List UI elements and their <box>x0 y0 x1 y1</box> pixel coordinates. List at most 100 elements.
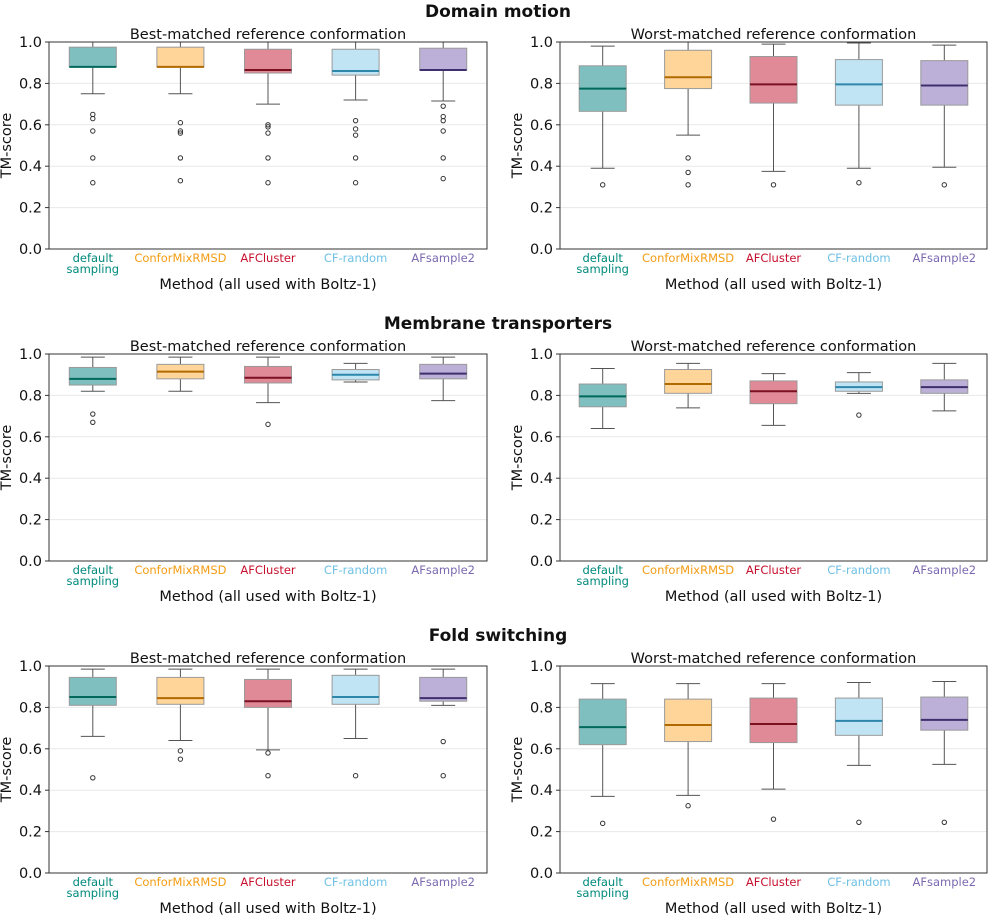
box-1 <box>664 362 713 409</box>
plot-frame <box>559 41 988 250</box>
x-tick-label: CF-random <box>324 875 387 889</box>
outlier-point <box>685 182 691 188</box>
row-title: Fold switching <box>429 626 568 646</box>
box-4 <box>920 362 969 412</box>
y-tick-label: 0.8 <box>19 388 42 404</box>
box-1 <box>156 668 205 762</box>
box-2 <box>244 356 292 428</box>
y-tick-label: 1.0 <box>19 347 42 363</box>
box-0 <box>578 367 627 430</box>
outlier-point <box>265 421 271 428</box>
y-tick-label: 0.4 <box>530 471 553 487</box>
x-tick-label: AFCluster <box>746 563 802 577</box>
x-tick-label: AFCluster <box>240 563 296 577</box>
box-body <box>419 47 468 71</box>
box-0 <box>578 45 627 188</box>
box-body <box>749 697 798 744</box>
outlier-point <box>265 124 271 130</box>
box-body <box>156 676 205 705</box>
row-title: Membrane transporters <box>384 314 612 334</box>
box-body <box>419 676 468 702</box>
outlier-point <box>856 819 862 825</box>
y-tick-label: 0.2 <box>530 513 553 529</box>
x-tick-label: AFsample2 <box>411 875 475 889</box>
x-tick-label: sampling <box>576 262 629 276</box>
y-tick-label: 0.0 <box>19 242 42 258</box>
box-body <box>244 678 292 708</box>
x-tick-label: CF-random <box>827 563 890 577</box>
box-2 <box>749 683 798 822</box>
outlier-point <box>440 128 446 134</box>
plot-frame <box>48 665 488 874</box>
outlier-point <box>265 180 271 186</box>
y-tick-label: 0.8 <box>530 700 553 716</box>
box-body <box>68 366 117 386</box>
panel-title: Best-matched reference conformation <box>130 339 406 355</box>
box-0 <box>68 41 117 186</box>
y-tick-label: 0.6 <box>530 118 553 134</box>
row-title: Domain motion <box>425 2 571 22</box>
panel-title: Worst-matched reference conformation <box>631 27 917 43</box>
y-tick-label: 0.0 <box>19 866 42 882</box>
box-3 <box>834 42 883 186</box>
y-tick-label: 0.4 <box>530 783 553 799</box>
y-tick-label: 0.4 <box>19 159 42 175</box>
y-tick-label: 0.4 <box>19 471 42 487</box>
y-tick-label: 0.0 <box>19 554 42 570</box>
y-axis-label: TM-score <box>0 113 15 180</box>
y-tick-label: 0.8 <box>19 700 42 716</box>
x-tick-label: AFsample2 <box>411 563 475 577</box>
y-tick-label: 1.0 <box>19 659 42 675</box>
x-axis-label: Method (all used with Boltz-1) <box>159 277 376 293</box>
box-2 <box>244 41 292 186</box>
box-body <box>244 48 292 74</box>
plot-frame <box>559 353 988 562</box>
y-tick-label: 0.6 <box>19 118 42 134</box>
outlier-point <box>440 175 446 182</box>
panel-title: Best-matched reference conformation <box>130 651 406 667</box>
x-axis-label: Method (all used with Boltz-1) <box>665 901 882 917</box>
x-tick-label: AFsample2 <box>912 875 976 889</box>
box-1 <box>156 356 205 392</box>
box-3 <box>834 372 883 418</box>
x-tick-label: CF-random <box>827 251 890 265</box>
y-axis-label: TM-score <box>510 737 526 804</box>
outlier-point <box>770 182 777 188</box>
box-body <box>244 365 292 384</box>
outlier-point <box>440 773 446 779</box>
y-tick-label: 0.2 <box>19 825 42 841</box>
panel-title: Best-matched reference conformation <box>130 27 406 43</box>
y-axis-label: TM-score <box>0 425 15 492</box>
box-4 <box>920 681 969 825</box>
outlier-point <box>352 126 359 132</box>
y-tick-label: 0.0 <box>530 242 553 258</box>
box-0 <box>68 356 117 426</box>
outlier-point <box>352 155 359 161</box>
outlier-point <box>856 412 862 418</box>
outlier-point <box>265 130 271 136</box>
box-3 <box>331 362 380 383</box>
x-tick-label: AFCluster <box>746 251 802 265</box>
chart-row: Domain motion Best-matched reference conf… <box>0 2 988 293</box>
x-tick-label: default <box>582 875 623 889</box>
x-tick-label: ConforMixRMSD <box>642 251 734 265</box>
outlier-point <box>600 182 606 188</box>
outlier-point <box>941 819 947 825</box>
outlier-point <box>440 117 446 124</box>
box-2 <box>749 43 798 188</box>
y-tick-label: 0.4 <box>19 783 42 799</box>
outlier-point <box>440 155 446 161</box>
y-tick-label: 0.8 <box>19 76 42 92</box>
outlier-point <box>770 816 777 822</box>
x-tick-label: ConforMixRMSD <box>134 563 226 577</box>
x-tick-label: AFCluster <box>746 875 802 889</box>
x-tick-label: sampling <box>576 574 629 588</box>
x-tick-label: AFsample2 <box>912 251 976 265</box>
outlier-point <box>440 738 446 745</box>
outlier-point <box>440 103 446 109</box>
y-tick-label: 0.6 <box>530 430 553 446</box>
box-4 <box>920 44 969 188</box>
x-tick-label: AFsample2 <box>411 251 475 265</box>
box-body <box>834 697 883 736</box>
x-tick-label: sampling <box>67 574 120 588</box>
